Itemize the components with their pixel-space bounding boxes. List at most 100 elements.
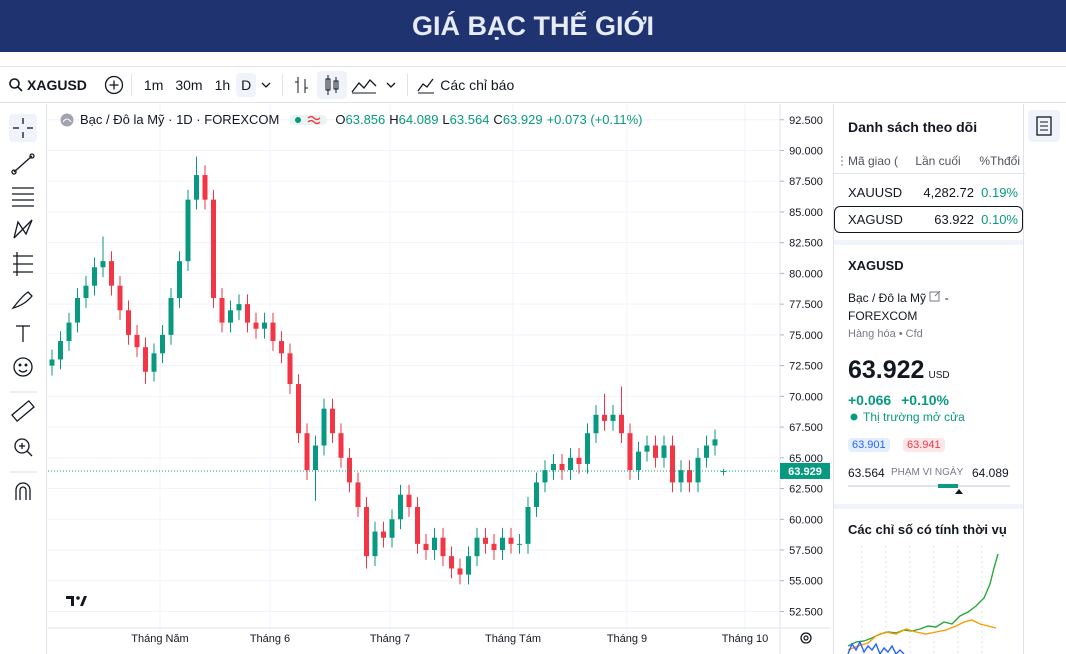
candle-body [687,470,692,483]
status-dot [850,413,858,421]
panel-divider [834,504,1023,509]
detail-symbol: XAGUSD [848,258,904,273]
candle-body [330,408,335,434]
candle-body [653,445,658,458]
interval[interactable]: 1m [143,76,164,93]
candle-body [695,457,701,483]
candle-body [568,457,573,471]
price-chart: 52.500 55.000 57.500 60.000 62.500 65.000 67.5… [48,104,830,654]
candle-body [423,543,429,551]
seasonal-line [847,553,999,647]
drag-handle [841,155,843,166]
detail-status-block: Thị trường mở cửa [850,410,965,424]
magnet-tool[interactable] [15,482,31,500]
range-high: 64.089 [972,466,1009,480]
x-tick-label: Tháng 6 [250,633,290,645]
emoji-tool[interactable] [13,357,33,377]
candle-body [347,457,352,483]
separator [130,73,132,96]
symbol[interactable]: XAGUSD [27,76,87,93]
candle-body [117,285,123,311]
candle-body [415,506,420,544]
detail-change: +0.066 [848,392,892,408]
interval-active[interactable]: D [236,72,257,97]
candle-body [661,445,667,458]
last-price: 63.922 [934,212,974,227]
delayed-icon [307,115,321,124]
candle-body [109,261,114,286]
watchlist-toggle[interactable] [1026,104,1066,144]
area-style-button[interactable] [347,73,381,97]
ohlc-letter: C [493,112,503,127]
text-tool[interactable] [16,325,30,342]
grid [48,104,780,631]
candle-body [66,322,72,342]
ruler-tool[interactable] [11,399,35,423]
candle-body [338,433,344,458]
ohlc-value: 63.856 [345,112,386,127]
candle-body [508,537,514,544]
y-tick-label: 75.000 [789,330,823,342]
crosshair-tool[interactable] [13,118,33,138]
candle-body [100,261,106,268]
ohlc-letter: L [442,112,450,127]
column-header[interactable]: Lần cuối [915,153,961,168]
y-tick-label: 60.000 [789,514,823,526]
candle-body [432,537,437,551]
separator [407,73,409,96]
interval[interactable]: 30m [175,76,203,93]
candle-body [253,322,259,329]
watchlist-row-selected[interactable]: XAGUSD 63.922 0.10% [834,206,1023,233]
candle-body [619,414,624,434]
candle-body [440,537,446,557]
candle-body [644,445,650,452]
fib-tool[interactable] [12,187,34,207]
candle-body [168,298,174,335]
candle-body [381,531,386,538]
candle-body [449,556,454,569]
external-link-icon[interactable] [929,290,941,302]
last-price: 4,282.72 [923,184,974,200]
right-sidebar [1026,104,1066,654]
candle-style-button[interactable] [317,70,348,99]
interval[interactable]: 1h [214,76,231,93]
candle-body [398,494,403,520]
trendline-tool[interactable] [11,153,35,175]
candle-body [364,506,369,557]
projection-tool[interactable] [13,252,33,276]
detail-separator: - [944,291,949,305]
candle-body [585,433,590,464]
candle-body [321,408,327,446]
candle-body [559,463,565,471]
settings-icon[interactable] [800,632,812,644]
ohlc-letter: H [389,112,399,127]
zoom-tool[interactable] [14,438,33,457]
candle-body [483,537,488,544]
indicators-icon[interactable] [414,73,438,97]
bar-style-button[interactable] [289,73,317,97]
indicators[interactable]: Các chỉ báo [440,76,515,93]
brush-tool[interactable] [11,291,33,310]
column-header[interactable]: Mã giao ( [848,153,899,168]
detail-currency: USD [928,370,950,381]
candle-body [134,334,140,348]
style-dropdown[interactable] [381,78,401,92]
interval-dropdown[interactable] [256,78,276,92]
y-tick-label: 55.000 [789,576,823,588]
candle-body [704,445,709,458]
range-label: PHẠM VI NGÀY [891,467,964,478]
y-tick-label: 90.000 [789,145,823,157]
seasonal-line [847,640,905,654]
candle-body [670,445,675,483]
ohlc-letter: O [335,112,346,127]
column-header[interactable]: %Thđổi [979,153,1020,168]
ohlc-value: 63.564 [449,112,490,127]
pattern-tool[interactable] [13,219,33,239]
watchlist-header: Mã giao ( Lần cuối %Thđổi [834,148,1025,174]
compare-button[interactable] [103,74,125,96]
watchlist-row[interactable]: XAUUSD 4,282.72 0.19% [834,179,1025,205]
candle-body [185,199,191,262]
search-icon[interactable] [8,77,24,93]
